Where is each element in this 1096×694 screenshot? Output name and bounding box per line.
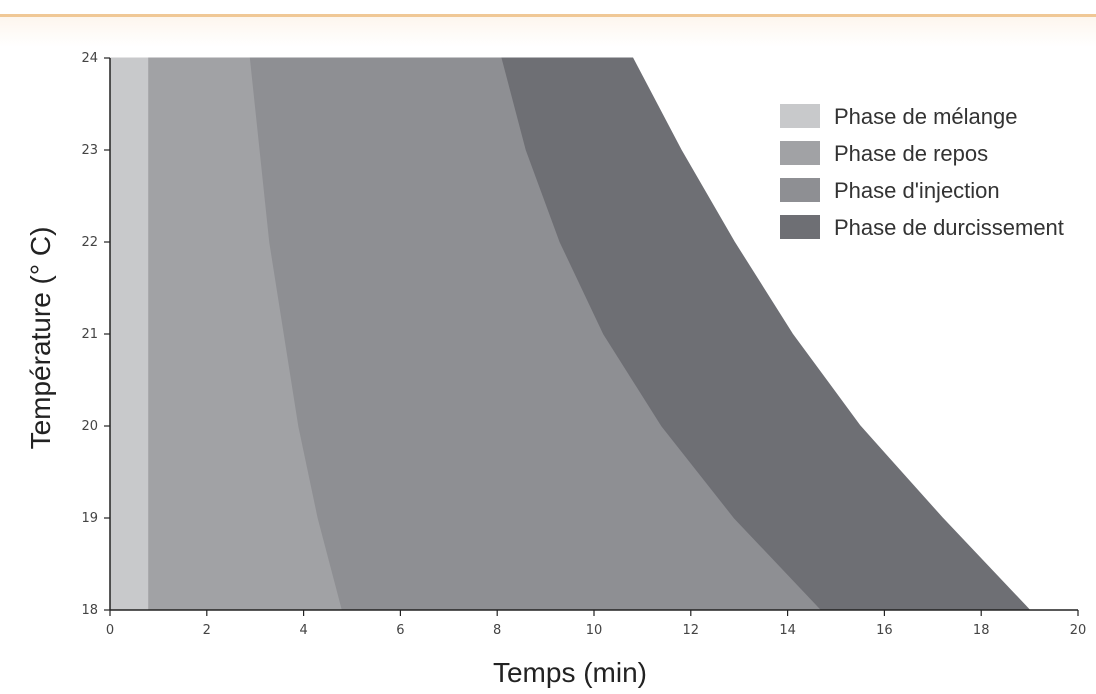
x-tick-label: 8: [493, 623, 501, 638]
y-tick-label: 20: [81, 419, 98, 434]
x-tick-label: 20: [1070, 623, 1087, 638]
x-tick-label: 16: [876, 623, 893, 638]
legend-swatch-phase-d-injection: [780, 178, 820, 202]
y-tick-label: 18: [81, 603, 98, 618]
legend-label-phase-de-durcissement: Phase de durcissement: [834, 215, 1064, 240]
legend-swatch-phase-de-repos: [780, 141, 820, 165]
x-axis-title: Temps (min): [493, 657, 647, 688]
x-tick-label: 10: [586, 623, 603, 638]
area-phase-de-melange: [109, 57, 150, 611]
y-tick-label: 19: [81, 511, 98, 526]
x-tick-label: 2: [203, 623, 211, 638]
x-tick-label: 4: [299, 623, 307, 638]
x-tick-label: 18: [973, 623, 990, 638]
y-tick-label: 21: [81, 327, 98, 342]
legend: Phase de mélange Phase de repos Phase d'in…: [780, 104, 1064, 240]
x-tick-label: 12: [683, 623, 700, 638]
y-tick-label: 23: [81, 143, 98, 158]
legend-swatch-phase-de-melange: [780, 104, 820, 128]
y-tick-label: 24: [81, 51, 98, 66]
legend-label-phase-de-repos: Phase de repos: [834, 141, 988, 166]
legend-label-phase-d-injection: Phase d'injection: [834, 178, 1000, 203]
y-axis-ticks: 18 19 20 21 22 23 24: [81, 51, 110, 618]
top-band: [0, 17, 1096, 47]
legend-label-phase-de-melange: Phase de mélange: [834, 104, 1017, 129]
phase-areas: [109, 57, 1031, 611]
y-tick-label: 22: [81, 235, 98, 250]
legend-swatch-phase-de-durcissement: [780, 215, 820, 239]
x-tick-label: 14: [779, 623, 796, 638]
x-tick-label: 0: [106, 623, 114, 638]
top-rule: [0, 14, 1096, 17]
y-axis-title: Température (° C): [25, 227, 56, 450]
x-tick-label: 6: [396, 623, 404, 638]
x-axis-ticks: 0 2 4 6 8 10 12 14 16 18 20: [106, 610, 1086, 638]
